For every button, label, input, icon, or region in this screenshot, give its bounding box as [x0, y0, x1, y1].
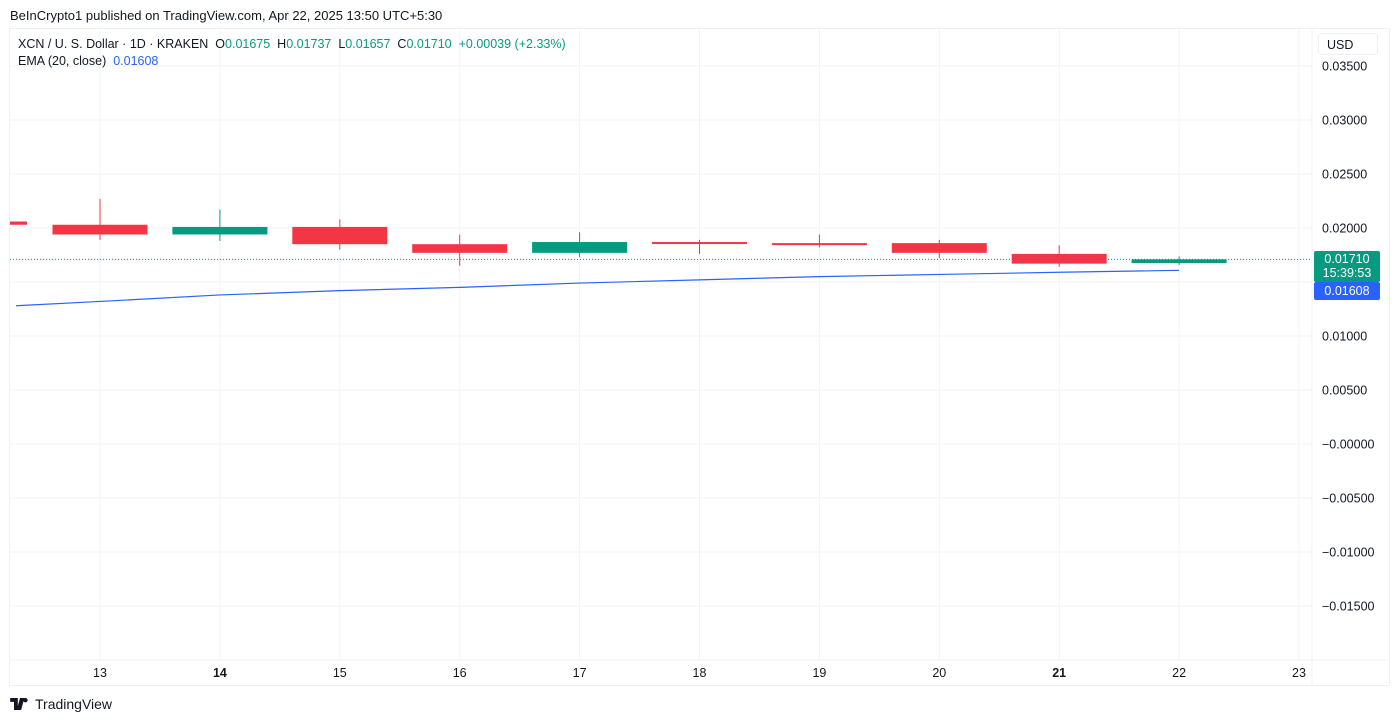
candle-20[interactable]	[891, 239, 987, 259]
tradingview-logo[interactable]: TradingView	[10, 696, 112, 712]
price-axis-label: 0.02000	[1322, 222, 1367, 236]
time-axis-label: 15	[333, 666, 347, 680]
candle-18[interactable]	[652, 239, 747, 254]
currency-button[interactable]: USD	[1318, 33, 1378, 55]
candle-17[interactable]	[532, 232, 628, 258]
price-axis-label: 0.03500	[1322, 60, 1367, 74]
time-axis-label: 20	[932, 666, 946, 680]
price-axis-label: 0.01000	[1322, 330, 1367, 344]
open-label: O	[215, 37, 226, 51]
symbol-label[interactable]: XCN / U. S. Dollar · 1D · KRAKEN	[18, 37, 209, 51]
candle-14[interactable]	[172, 209, 268, 241]
ema-line[interactable]	[16, 269, 1180, 307]
ema-value: 0.01608	[113, 54, 159, 68]
price-axis-label: 0.00500	[1322, 384, 1367, 398]
price-axis-label: −0.01000	[1322, 546, 1375, 560]
time-axis-label: 18	[693, 666, 707, 680]
candle-12[interactable]	[10, 221, 27, 225]
high-value: 0.01737	[286, 37, 332, 51]
time-axis-label: 22	[1172, 666, 1186, 680]
chart-legend: XCN / U. S. Dollar · 1D · KRAKEN O0.0167…	[18, 36, 566, 70]
candle-15[interactable]	[292, 219, 388, 250]
time-axis-label: 17	[573, 666, 587, 680]
low-value: 0.01657	[345, 37, 391, 51]
close-label: C	[397, 37, 407, 51]
candle-21[interactable]	[1011, 245, 1107, 267]
candle-16[interactable]	[412, 234, 508, 266]
ema-row: EMA (20, close) 0.01608	[18, 53, 566, 70]
last-price-tag: 0.01710 15:39:53	[1314, 251, 1380, 282]
ema-price-tag: 0.01608	[1314, 282, 1380, 300]
tradingview-logo-icon	[10, 698, 28, 710]
time-axis-label: 23	[1292, 666, 1306, 680]
time-axis-label: 13	[93, 666, 107, 680]
change-value: +0.00039 (+2.33%)	[458, 37, 566, 51]
price-axis-label: −0.01500	[1322, 600, 1375, 614]
candle-19[interactable]	[771, 234, 867, 248]
time-axis-label: 19	[812, 666, 826, 680]
last-price-value: 0.01710	[1324, 252, 1370, 266]
bar-countdown: 15:39:53	[1322, 266, 1372, 280]
time-axis-label: 14	[213, 666, 227, 680]
price-axis-label: 0.03000	[1322, 114, 1367, 128]
chart-frame	[9, 28, 1390, 686]
price-axis-label: −0.00500	[1322, 492, 1375, 506]
ema-label[interactable]: EMA (20, close)	[18, 54, 107, 68]
time-axis-label: 16	[453, 666, 467, 680]
low-label: L	[338, 37, 346, 51]
price-axis-label: 0.02500	[1322, 168, 1367, 182]
candle-22[interactable]	[1131, 256, 1227, 266]
time-axis-label: 21	[1052, 666, 1066, 680]
open-value: 0.01675	[225, 37, 271, 51]
published-line: BeInCrypto1 published on TradingView.com…	[10, 8, 443, 23]
ohlc-row: XCN / U. S. Dollar · 1D · KRAKEN O0.0167…	[18, 36, 566, 53]
close-value: 0.01710	[406, 37, 452, 51]
high-label: H	[277, 37, 287, 51]
price-axis-label: −0.00000	[1322, 438, 1375, 452]
brand-label: TradingView	[35, 696, 113, 712]
candle-13[interactable]	[52, 198, 148, 240]
